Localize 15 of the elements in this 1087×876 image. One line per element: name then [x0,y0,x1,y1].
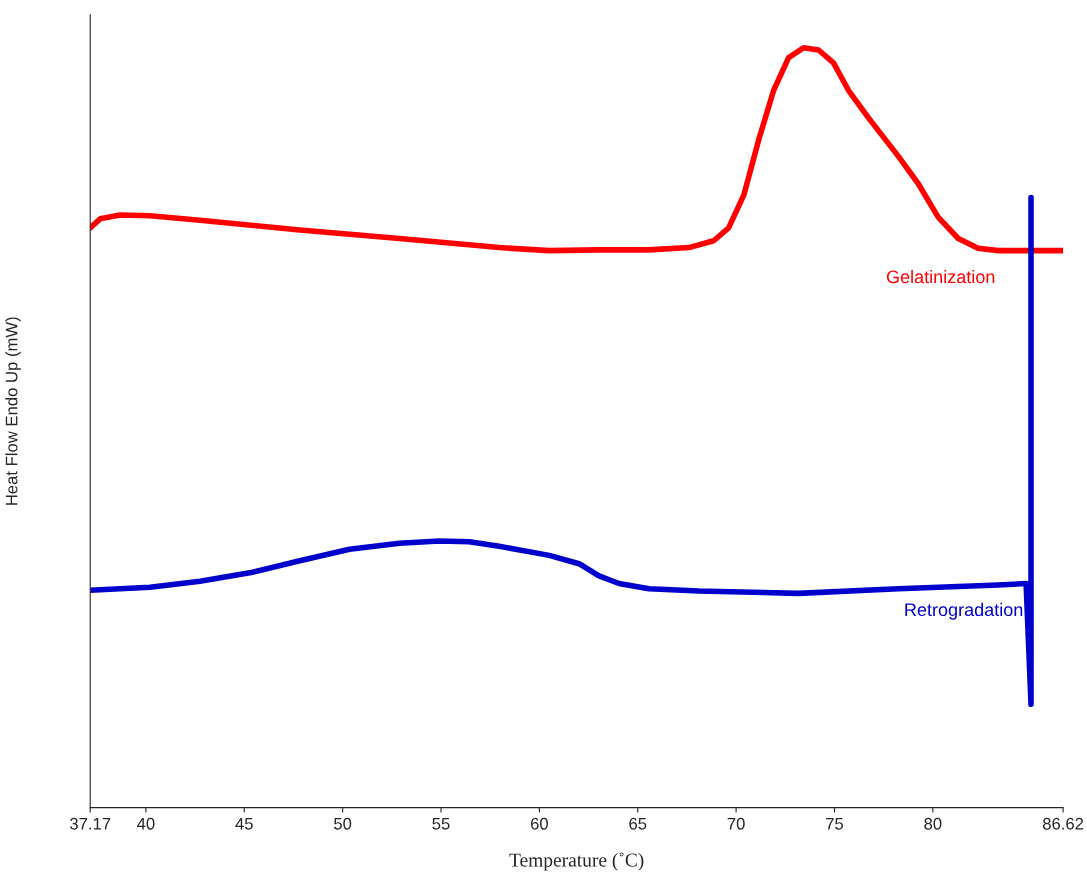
series-label: Gelatinization [886,269,995,284]
x-tick-label: 45 [235,818,253,830]
x-tick-label: 86.62 [1042,817,1084,830]
x-tick-label: 80 [924,817,942,830]
x-tick-label: 37.17 [70,817,111,830]
x-tick-label: 75 [826,818,844,830]
x-tick-label: 70 [727,817,745,830]
x-tick-label: 40 [137,817,155,830]
x-tick-label: 55 [432,818,450,830]
x-axis-title: Temperature (˚C) [509,852,644,871]
series-label: Retrogradation [905,602,1023,620]
x-tick-label: 65 [629,817,647,830]
x-tick-label: 50 [334,817,352,830]
x-tick-label: 60 [530,817,548,830]
y-axis-title: Heat Flow Endo Up (mW) [5,317,21,505]
